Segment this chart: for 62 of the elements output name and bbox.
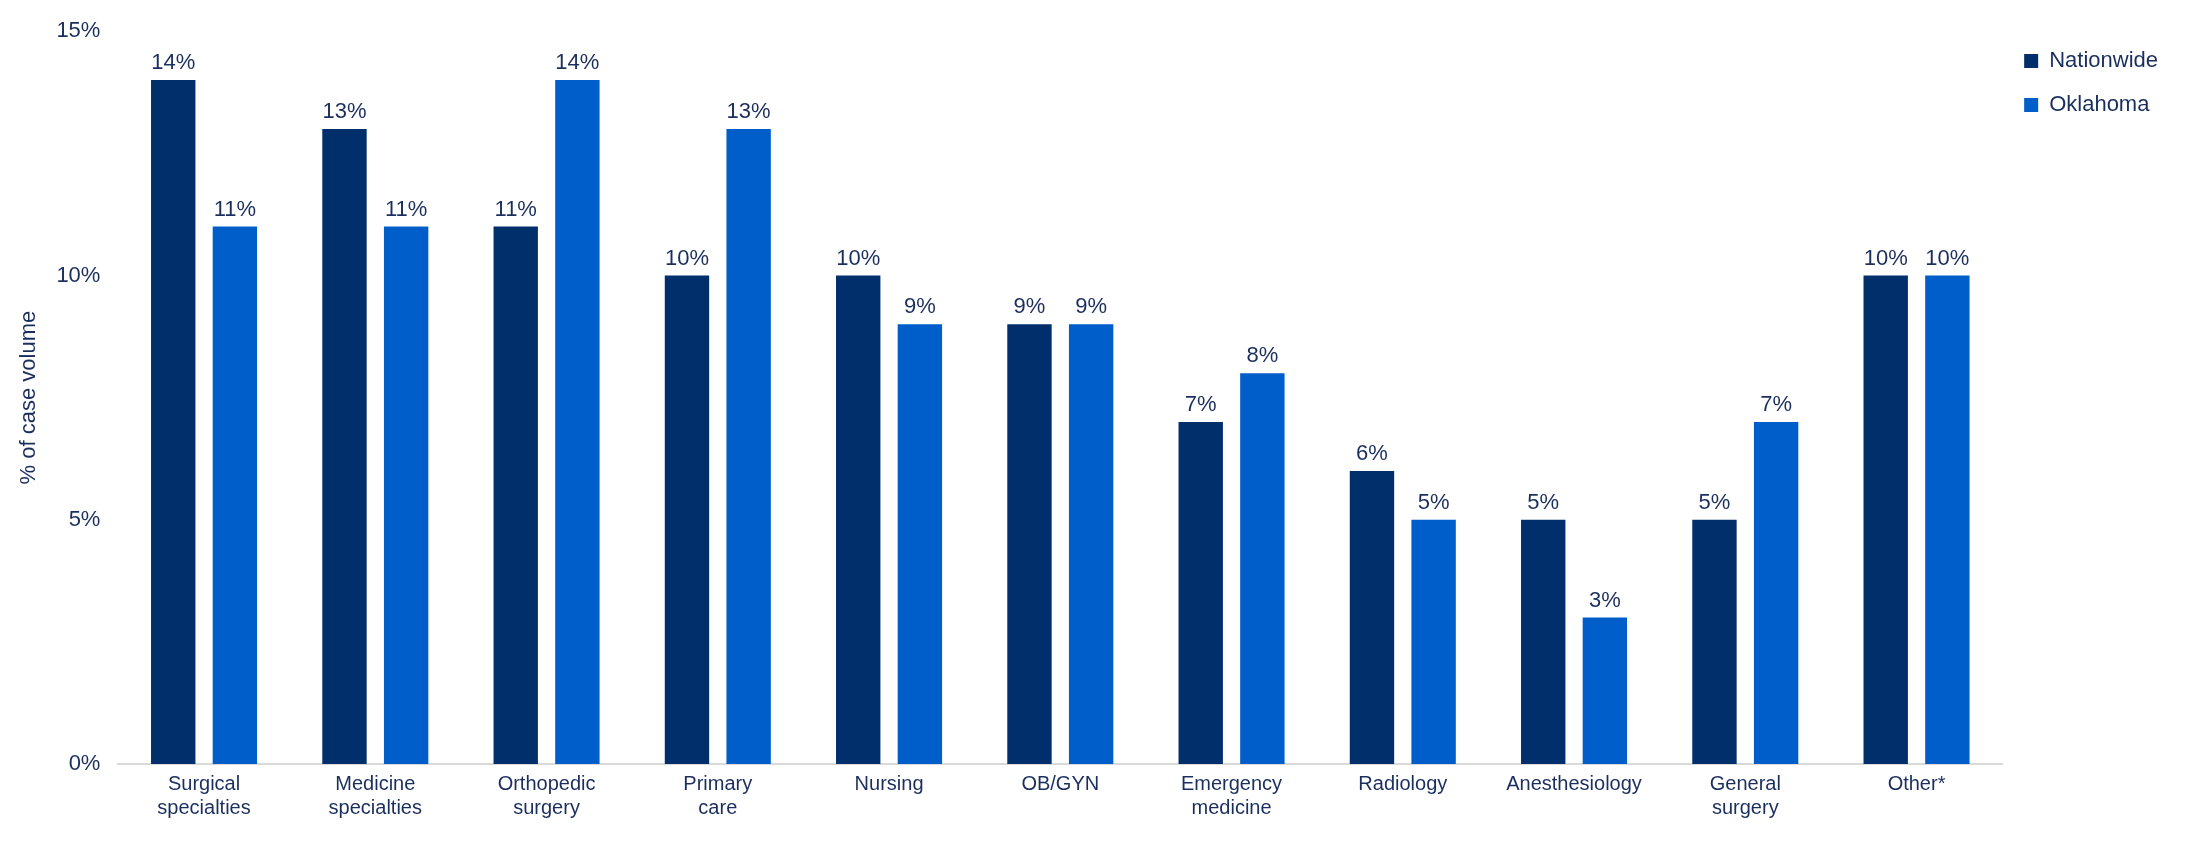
y-tick-label: 5%	[68, 505, 101, 531]
data-label: 14%	[151, 49, 196, 75]
data-label: 7%	[1760, 391, 1793, 417]
x-tick-label: Primary care	[683, 771, 753, 818]
data-label: 9%	[903, 293, 936, 319]
x-tick-label: General surgery	[1709, 771, 1781, 818]
data-label: 14%	[555, 49, 600, 75]
bar	[493, 226, 538, 764]
data-label: 11%	[213, 195, 257, 221]
bar	[383, 226, 429, 764]
x-tick-label: Nursing	[854, 771, 924, 794]
bar	[1925, 275, 1970, 764]
bar	[1240, 373, 1285, 764]
x-tick-label: OB/GYN	[1021, 771, 1100, 794]
data-label: 3%	[1588, 586, 1621, 612]
data-label: 9%	[1013, 293, 1046, 319]
data-label: 11%	[384, 195, 428, 221]
bar	[1582, 617, 1628, 764]
data-label: 10%	[664, 244, 709, 270]
bar	[836, 275, 881, 764]
x-tick-label: Medicine specialties	[328, 771, 422, 818]
bar	[1411, 519, 1456, 764]
data-label: 5%	[1527, 488, 1560, 514]
data-label: 13%	[322, 97, 367, 123]
y-tick-label: 15%	[56, 17, 101, 43]
data-label: 6%	[1356, 439, 1388, 465]
bar	[212, 226, 258, 764]
x-tick-label: Anesthesiology	[1506, 771, 1642, 794]
bar	[1068, 324, 1114, 764]
bar	[664, 275, 710, 764]
bar	[1863, 275, 1908, 764]
bar	[897, 324, 943, 764]
bar	[1178, 422, 1223, 764]
x-tick-label: Emergency medicine	[1180, 771, 1283, 818]
bar	[1753, 422, 1799, 764]
x-tick-label: Surgical specialties	[157, 771, 251, 818]
y-axis-title: % of case volume	[15, 310, 41, 485]
y-tick-label: 10%	[56, 261, 101, 287]
data-label: 5%	[1698, 488, 1731, 514]
bar	[555, 80, 600, 764]
data-label: 10%	[836, 244, 881, 270]
data-label: 11%	[494, 195, 537, 221]
x-tick-label: Other*	[1887, 771, 1946, 794]
legend-label: Oklahoma	[2049, 91, 2151, 117]
data-label: 13%	[726, 97, 771, 123]
bar	[726, 128, 771, 764]
data-label: 9%	[1075, 293, 1108, 319]
data-label: 8%	[1246, 342, 1279, 368]
bar	[1521, 519, 1566, 764]
data-label: 10%	[1863, 244, 1908, 270]
bar	[1349, 470, 1395, 764]
bar	[1692, 519, 1737, 764]
x-tick-label: Radiology	[1358, 771, 1448, 794]
bar	[151, 80, 196, 764]
y-tick-label: 0%	[68, 750, 101, 776]
legend-label: Nationwide	[2049, 47, 2158, 73]
bar	[1007, 324, 1052, 764]
data-label: 5%	[1417, 488, 1450, 514]
x-tick-label: Orthopedic surgery	[497, 771, 596, 818]
data-label: 10%	[1925, 244, 1970, 270]
data-label: 7%	[1184, 391, 1217, 417]
bar	[322, 128, 367, 764]
